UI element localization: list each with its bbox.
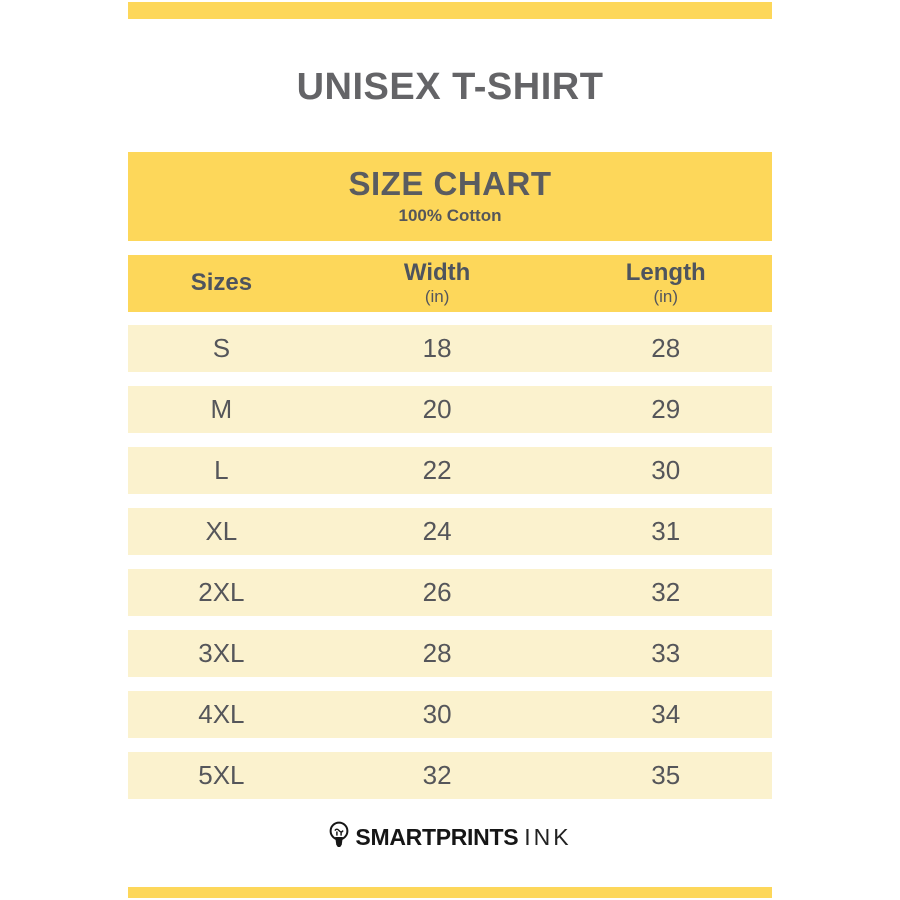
length-cell: 28 (651, 333, 681, 363)
column-header-unit: (in) (653, 286, 678, 306)
size-cell: 4XL (198, 699, 245, 729)
lightbulb-icon (330, 821, 349, 847)
brand-logo: SMARTPRINTS INK (0, 817, 900, 857)
column-header-unit: (in) (424, 286, 450, 306)
top-accent-bar (128, 2, 772, 19)
table-row-l: L 22 30 (128, 447, 772, 494)
width-cell: 18 (422, 333, 452, 363)
size-cell: L (214, 455, 229, 485)
width-cell: 28 (422, 638, 452, 668)
column-header-label: Length (625, 259, 706, 287)
size-cell: XL (205, 516, 238, 546)
table-row-2xl: 2XL 26 32 (128, 569, 772, 616)
length-cell: 33 (651, 638, 681, 668)
table-header-row: Sizes Width (in) Length (in) (128, 255, 772, 312)
size-cell: 5XL (198, 760, 245, 790)
size-cell: 3XL (198, 638, 245, 668)
size-chart-panel: SIZE CHART 100% Cotton (128, 152, 772, 241)
table-row-m: M 20 29 (128, 386, 772, 433)
brand-name-secondary: INK (524, 823, 572, 850)
column-header-label: Sizes (190, 269, 253, 297)
width-cell: 20 (422, 394, 452, 424)
page-title: UNISEX T-SHIRT (296, 66, 604, 108)
table-row-3xl: 3XL 28 33 (128, 630, 772, 677)
table-row-5xl: 5XL 32 35 (128, 752, 772, 799)
table-row-xl: XL 24 31 (128, 508, 772, 555)
length-cell: 32 (651, 577, 681, 607)
column-header-label: Width (403, 259, 471, 287)
column-header-length: Length (in) (559, 255, 772, 312)
table-row-s: S 18 28 (128, 325, 772, 372)
cotton-subheading: 100% Cotton (398, 206, 502, 226)
length-cell: 35 (651, 760, 681, 790)
width-cell: 32 (422, 760, 452, 790)
width-cell: 22 (422, 455, 452, 485)
size-cell: S (212, 333, 231, 363)
size-cell: 2XL (198, 577, 245, 607)
size-cell: M (210, 394, 233, 424)
size-chart-heading: SIZE CHART (348, 165, 552, 202)
width-cell: 30 (422, 699, 452, 729)
column-header-width: Width (in) (315, 255, 560, 312)
bottom-accent-bar (128, 887, 772, 898)
length-cell: 31 (651, 516, 681, 546)
length-cell: 30 (651, 455, 681, 485)
length-cell: 34 (651, 699, 681, 729)
length-cell: 29 (651, 394, 681, 424)
column-header-sizes: Sizes (128, 255, 315, 312)
width-cell: 24 (422, 516, 452, 546)
size-table-body: S 18 28 M 20 29 L 22 30 XL 24 31 2XL 26 … (128, 325, 772, 813)
table-row-4xl: 4XL 30 34 (128, 691, 772, 738)
brand-name-primary: SMARTPRINTS (355, 823, 519, 850)
width-cell: 26 (422, 577, 452, 607)
